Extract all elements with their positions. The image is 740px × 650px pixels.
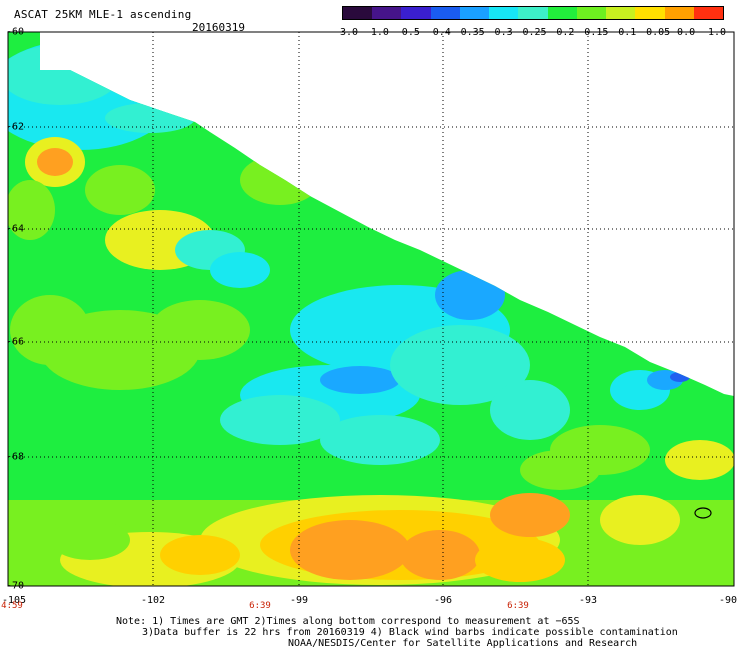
- latitude-label: -64: [6, 223, 25, 235]
- color-scale-swatch: [489, 7, 519, 19]
- field-patch: [716, 54, 728, 68]
- time-label-left: 4:59: [1, 601, 23, 611]
- wind-barb-contamination-marker: [694, 507, 712, 519]
- field-patch: [290, 520, 410, 580]
- color-scale-swatch: [459, 7, 490, 19]
- field-patch: [8, 180, 55, 240]
- longitude-label: -96: [433, 595, 453, 606]
- longitude-label: -90: [718, 595, 738, 606]
- field-patch: [490, 493, 570, 537]
- color-scale-swatch: [693, 7, 724, 19]
- longitude-label: -99: [289, 595, 309, 606]
- time-label-middle: 6:39: [249, 601, 271, 611]
- field-patch: [8, 45, 120, 105]
- field-patch: [220, 395, 340, 445]
- product-title: ASCAT 25KM MLE-1 ascending: [14, 8, 192, 21]
- field-patch: [520, 450, 600, 490]
- color-scale-swatch: [372, 7, 402, 19]
- field-patch: [80, 64, 120, 80]
- field-patch: [105, 103, 195, 133]
- field-patch: [210, 252, 270, 288]
- color-scale-swatch: [664, 7, 695, 19]
- longitude-label: -105: [1, 595, 27, 606]
- field-patch: [724, 62, 732, 76]
- field-patch: [150, 300, 250, 360]
- longitude-label: -93: [578, 595, 598, 606]
- color-scale-bar: [342, 6, 724, 20]
- color-scale-swatch: [401, 7, 432, 19]
- field-patch: [320, 366, 400, 394]
- field-patch: [600, 495, 680, 545]
- footnote-line-1: Note: 1) Times are GMT 2)Times along bot…: [116, 616, 580, 627]
- field-patch: [670, 372, 690, 382]
- lat-lon-grid: [8, 32, 734, 586]
- field-patch: [50, 520, 130, 560]
- field-patch: [320, 415, 440, 465]
- field-patch: [85, 165, 155, 215]
- latitude-label: -68: [6, 451, 25, 463]
- field-patch: [10, 295, 90, 365]
- latitude-label: -60: [6, 26, 25, 38]
- ascat-swath-field: [8, 32, 734, 586]
- time-label-right: 6:39: [507, 601, 529, 611]
- latitude-label: -66: [6, 336, 25, 348]
- latitude-label: -62: [6, 121, 25, 133]
- longitude-label: -102: [140, 595, 166, 606]
- field-patch: [240, 155, 320, 205]
- color-scale-swatch: [430, 7, 461, 19]
- field-patch: [706, 32, 734, 54]
- color-scale-swatch: [547, 7, 578, 19]
- field-patch: [106, 68, 118, 76]
- field-patch: [490, 380, 570, 440]
- field-patch: [390, 325, 530, 405]
- field-patch: [475, 538, 565, 582]
- product-date: 20160319: [192, 21, 245, 34]
- footnote-line-2: 3)Data buffer is 22 hrs from 20160319 4)…: [142, 627, 678, 638]
- field-peak: [37, 148, 73, 176]
- color-scale-swatch: [635, 7, 666, 19]
- color-scale-swatch: [343, 7, 373, 19]
- color-scale-swatch: [606, 7, 636, 19]
- color-scale-swatch: [576, 7, 607, 19]
- footnote-line-3: NOAA/NESDIS/Center for Satellite Applica…: [288, 638, 638, 649]
- field-patch: [160, 535, 240, 575]
- field-patch: [435, 270, 505, 320]
- map-frame: [7, 31, 735, 587]
- field-patch: [400, 530, 480, 580]
- field-patch: [665, 440, 734, 480]
- latitude-label: -70: [6, 580, 25, 592]
- color-scale-swatch: [518, 7, 549, 19]
